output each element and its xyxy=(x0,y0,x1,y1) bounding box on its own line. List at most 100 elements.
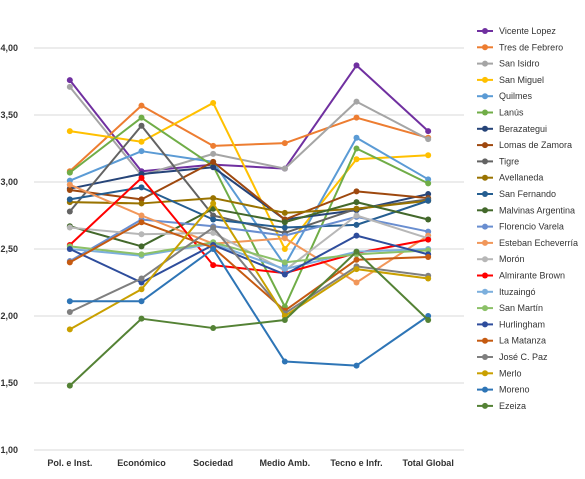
series-ezeiza xyxy=(66,248,432,389)
data-point xyxy=(66,187,73,194)
legend-marker xyxy=(482,256,488,263)
series-line xyxy=(69,86,429,177)
x-tick-label: Medio Amb. xyxy=(259,458,310,468)
legend-label: Tres de Febrero xyxy=(499,42,563,52)
series-line xyxy=(69,202,429,331)
legend-item-ituzaingo: Ituzaingó xyxy=(477,287,536,297)
legend-marker xyxy=(482,223,488,230)
data-point xyxy=(138,243,145,250)
data-point xyxy=(425,152,432,159)
legend-label: Vicente Lopez xyxy=(499,26,556,36)
data-point xyxy=(353,256,360,263)
data-point xyxy=(138,298,145,305)
legend-label: Ituzaingó xyxy=(499,287,536,297)
legend-item-moron: Morón xyxy=(477,254,525,264)
legend-marker xyxy=(482,288,488,295)
legend-marker xyxy=(482,174,488,181)
legend-item-merlo: Merlo xyxy=(477,368,522,378)
legend-marker xyxy=(482,93,488,100)
data-point xyxy=(281,235,288,242)
data-point xyxy=(66,382,73,389)
data-point xyxy=(66,246,73,252)
x-tick-label: Económico xyxy=(117,458,166,468)
legend-item-moreno: Moreno xyxy=(477,385,530,395)
data-point xyxy=(66,77,73,84)
legend-label: Moreno xyxy=(499,385,530,395)
data-point xyxy=(138,231,145,238)
x-axis: Pol. e Inst. Económico Sociedad Medio Amb. T… xyxy=(47,458,454,468)
legend-item-vicente-lopez: Vicente Lopez xyxy=(477,26,556,36)
x-tick-label: Pol. e Inst. xyxy=(47,458,92,468)
legend-item-ezeiza: Ezeiza xyxy=(477,401,526,411)
data-point xyxy=(66,196,73,203)
legend-marker xyxy=(482,402,488,409)
data-point xyxy=(281,317,288,324)
legend-marker xyxy=(482,60,488,67)
data-point xyxy=(66,128,73,135)
data-point xyxy=(210,229,217,236)
data-point xyxy=(210,262,217,269)
y-tick-label: 3,00 xyxy=(0,177,18,187)
y-axis: 1,00 1,50 2,00 2,50 3,00 3,50 4,00 xyxy=(0,43,18,455)
y-tick-label: 2,00 xyxy=(0,311,18,321)
data-point xyxy=(281,219,288,226)
legend-item-avellaneda: Avellaneda xyxy=(477,173,543,183)
series-ituzaingo xyxy=(66,240,432,273)
y-tick-label: 2,50 xyxy=(0,244,18,254)
series-line xyxy=(69,124,429,234)
series-line xyxy=(69,101,429,250)
legend-label: Almirante Brown xyxy=(499,271,565,281)
data-point xyxy=(425,317,432,324)
legend-label: San Miguel xyxy=(499,75,544,85)
legend-label: Berazategui xyxy=(499,124,547,134)
data-point xyxy=(210,99,217,106)
data-point xyxy=(66,224,73,231)
data-point xyxy=(281,271,288,278)
data-point xyxy=(210,246,217,252)
series-line xyxy=(69,104,429,173)
data-point xyxy=(66,259,73,266)
legend-marker xyxy=(482,191,488,197)
series-line xyxy=(69,241,429,264)
legend-item-esteban-echeverria: Esteban Echeverría xyxy=(477,238,578,248)
data-point xyxy=(138,138,145,145)
legend-marker xyxy=(482,158,488,165)
data-point xyxy=(425,236,432,243)
y-tick-label: 3,50 xyxy=(0,110,18,120)
data-point xyxy=(353,362,360,369)
series-line xyxy=(69,242,429,271)
data-point xyxy=(66,326,73,333)
legend-label: San Fernando xyxy=(499,189,556,199)
legend-item-san-isidro: San Isidro xyxy=(477,59,540,69)
legend-marker xyxy=(482,337,488,344)
series-line xyxy=(69,183,429,284)
legend-item-san-fernando: San Fernando xyxy=(477,189,556,199)
data-point xyxy=(353,188,360,195)
legend-marker xyxy=(482,207,488,214)
legend-marker xyxy=(482,125,488,132)
legend-item-jose-c-paz: José C. Paz xyxy=(477,352,548,362)
data-point xyxy=(425,254,432,261)
data-point xyxy=(281,266,288,273)
data-point xyxy=(425,128,432,135)
data-point xyxy=(281,259,288,266)
data-point xyxy=(138,212,145,219)
data-point xyxy=(138,200,145,207)
data-point xyxy=(353,114,360,121)
legend-item-tigre: Tigre xyxy=(477,156,519,166)
data-point xyxy=(210,325,217,332)
data-point xyxy=(425,216,432,223)
data-point xyxy=(425,197,432,204)
series-line xyxy=(69,250,429,387)
data-point xyxy=(210,164,217,171)
series-moreno xyxy=(66,246,432,369)
legend-marker xyxy=(482,386,488,393)
series-moron xyxy=(66,212,432,274)
legend-label: Esteban Echeverría xyxy=(499,238,578,248)
x-tick-label: Sociedad xyxy=(193,458,233,468)
legend-marker xyxy=(482,44,488,51)
data-point xyxy=(353,248,360,255)
series-line xyxy=(69,201,429,248)
